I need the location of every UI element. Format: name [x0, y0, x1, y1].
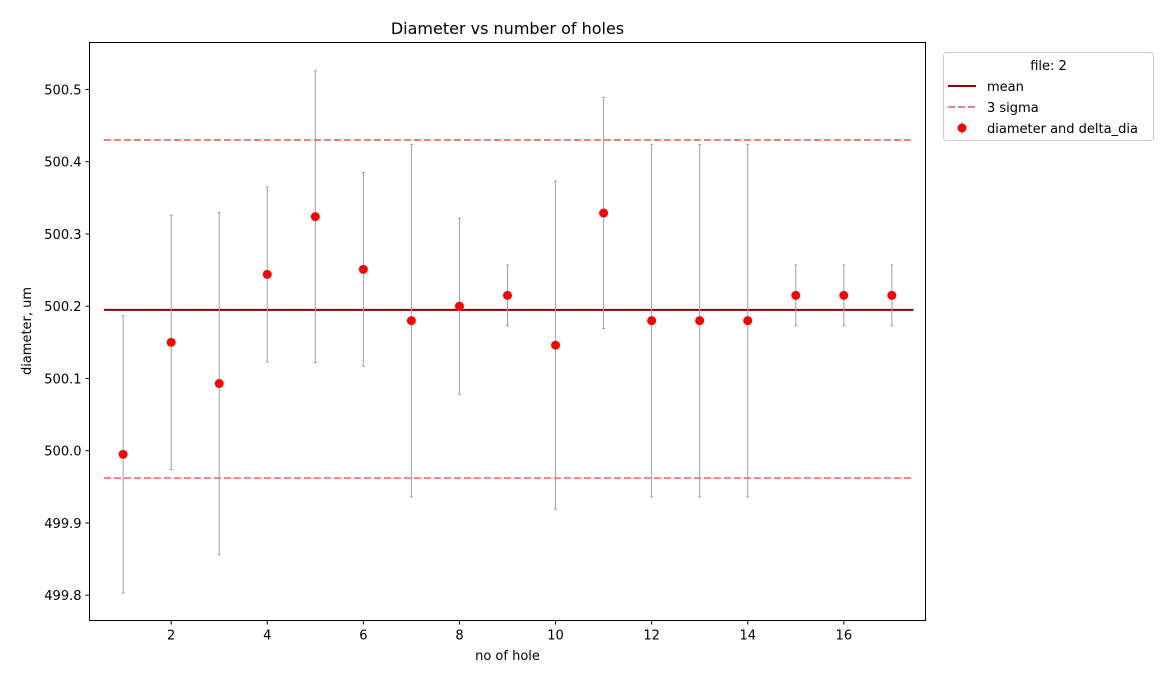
x-tick-label: 6 — [359, 629, 367, 644]
y-tick-label: 499.9 — [44, 517, 81, 532]
plot-layer — [103, 70, 914, 594]
x-tick-label: 16 — [836, 629, 853, 644]
data-point — [743, 316, 753, 326]
data-point — [599, 208, 609, 218]
data-point — [310, 212, 320, 222]
data-point — [454, 301, 464, 311]
y-tick-label: 500.5 — [44, 83, 81, 98]
data-point — [358, 264, 368, 274]
x-tick-label: 10 — [547, 629, 564, 644]
legend-entry-diameter: diameter and delta_dia — [987, 122, 1138, 137]
chart-title: Diameter vs number of holes — [391, 19, 624, 38]
data-point — [262, 269, 272, 279]
y-tick-label: 500.0 — [44, 445, 81, 460]
data-point — [791, 290, 801, 300]
legend-title: file: 2 — [1030, 59, 1067, 74]
data-point — [839, 290, 849, 300]
y-axis-label: diameter, um — [20, 287, 35, 375]
data-point — [118, 449, 128, 459]
x-tick-label: 8 — [455, 629, 463, 644]
y-tick-label: 500.1 — [44, 372, 81, 387]
data-point — [647, 316, 657, 326]
legend: file: 2 mean 3 sigma diameter and delta_… — [943, 52, 1154, 141]
y-tick-label: 500.4 — [44, 156, 81, 171]
y-tick-label: 500.2 — [44, 300, 81, 315]
y-tick-label: 499.8 — [44, 589, 81, 604]
data-point — [406, 316, 416, 326]
data-point — [214, 379, 224, 389]
data-point — [887, 290, 897, 300]
x-tick-label: 4 — [263, 629, 271, 644]
y-tick-label: 500.3 — [44, 228, 81, 243]
legend-entry-sigma: 3 sigma — [987, 101, 1039, 116]
data-point — [695, 316, 705, 326]
x-axis-label: no of hole — [475, 649, 540, 664]
x-tick-label: 2 — [167, 629, 175, 644]
plot-area — [89, 42, 926, 621]
legend-marker-swatch — [957, 123, 967, 133]
x-tick-label: 12 — [643, 629, 660, 644]
x-axis-ticks: 2 4 6 8 10 12 14 16 — [167, 620, 853, 644]
y-axis-ticks: 499.8 499.9 500.0 500.1 500.2 500.3 500.4 500.5 — [44, 83, 90, 604]
x-tick-label: 14 — [739, 629, 756, 644]
data-point — [166, 337, 176, 347]
legend-entry-mean: mean — [987, 80, 1024, 95]
legend-box — [943, 52, 1154, 141]
data-point — [503, 290, 512, 300]
data-point — [551, 340, 561, 350]
